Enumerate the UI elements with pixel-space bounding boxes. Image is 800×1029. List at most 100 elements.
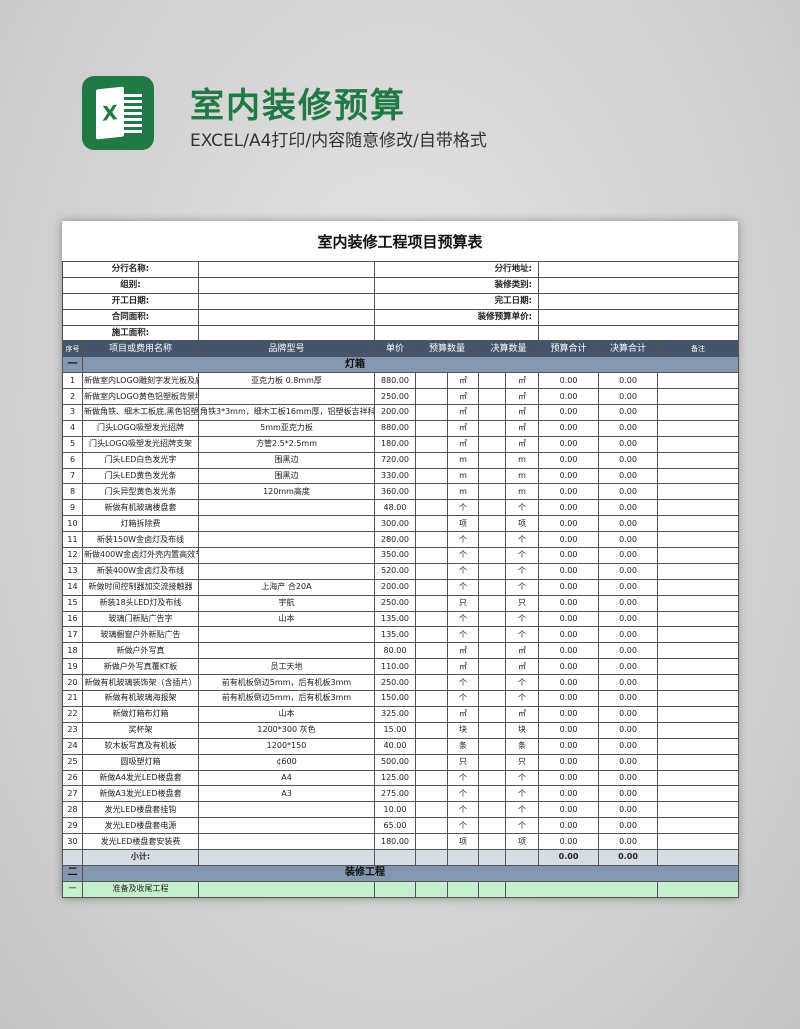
- final-qty-input[interactable]: [478, 610, 506, 628]
- budget-qty-input[interactable]: [415, 594, 448, 612]
- final-qty-input[interactable]: [478, 817, 506, 835]
- budget-qty-input[interactable]: [415, 721, 448, 739]
- note-cell[interactable]: [657, 626, 740, 644]
- note-cell[interactable]: [657, 578, 740, 596]
- note-cell[interactable]: [657, 499, 740, 517]
- final-qty-input[interactable]: [478, 721, 506, 739]
- final-qty-input[interactable]: [478, 372, 506, 390]
- note-cell[interactable]: [657, 801, 740, 819]
- note-cell[interactable]: [657, 419, 740, 437]
- info-value-cell[interactable]: [198, 308, 375, 326]
- budget-qty-input[interactable]: [415, 531, 448, 549]
- note-cell[interactable]: [657, 404, 740, 421]
- budget-qty-input[interactable]: [415, 499, 448, 517]
- budget-qty-input[interactable]: [415, 674, 448, 692]
- budget-qty-input[interactable]: [415, 785, 448, 803]
- final-qty-input[interactable]: [478, 594, 506, 612]
- final-qty-input[interactable]: [478, 388, 506, 406]
- final-qty-input[interactable]: [478, 737, 506, 755]
- final-qty-input[interactable]: [478, 785, 506, 803]
- budget-qty-input[interactable]: [415, 642, 448, 660]
- budget-qty-input[interactable]: [415, 372, 448, 390]
- final-qty-input[interactable]: [478, 801, 506, 819]
- budget-qty-input[interactable]: [415, 753, 448, 771]
- note-cell[interactable]: [657, 594, 740, 612]
- final-qty-input[interactable]: [478, 626, 506, 644]
- final-qty-input[interactable]: [478, 690, 506, 707]
- budget-qty-input[interactable]: [415, 801, 448, 819]
- final-qty-input[interactable]: [478, 531, 506, 549]
- budget-qty-input[interactable]: [415, 388, 448, 406]
- final-qty-input[interactable]: [478, 467, 506, 485]
- budget-qty-input[interactable]: [415, 562, 448, 580]
- info-value-cell[interactable]: [198, 292, 375, 310]
- budget-qty-input[interactable]: [415, 705, 448, 723]
- budget-qty-input[interactable]: [415, 435, 448, 453]
- note-cell[interactable]: [657, 785, 740, 803]
- final-qty-input[interactable]: [478, 435, 506, 453]
- info-value-cell[interactable]: [198, 276, 375, 294]
- budget-qty-input[interactable]: [415, 626, 448, 644]
- note-cell[interactable]: [657, 435, 740, 453]
- budget-qty-input[interactable]: [415, 769, 448, 787]
- note-cell[interactable]: [657, 531, 740, 549]
- final-qty-input[interactable]: [478, 769, 506, 787]
- final-qty-input[interactable]: [478, 419, 506, 437]
- budget-qty-input[interactable]: [415, 483, 448, 501]
- budget-qty-input[interactable]: [415, 547, 448, 564]
- budget-qty-input[interactable]: [415, 737, 448, 755]
- note-cell[interactable]: [657, 451, 740, 469]
- budget-qty-input[interactable]: [415, 817, 448, 835]
- info-value-cell[interactable]: [538, 261, 740, 278]
- final-qty-input[interactable]: [478, 404, 506, 421]
- note-cell[interactable]: [657, 690, 740, 707]
- note-cell[interactable]: [657, 372, 740, 390]
- info-value-cell[interactable]: [538, 276, 740, 294]
- note-cell[interactable]: [657, 483, 740, 501]
- note-cell[interactable]: [657, 388, 740, 406]
- note-cell[interactable]: [657, 817, 740, 835]
- final-qty-input[interactable]: [478, 515, 506, 533]
- budget-qty-input[interactable]: [415, 658, 448, 676]
- note-cell[interactable]: [657, 467, 740, 485]
- budget-qty-input[interactable]: [415, 467, 448, 485]
- final-qty-input[interactable]: [478, 658, 506, 676]
- note-cell[interactable]: [657, 642, 740, 660]
- info-value-cell[interactable]: [538, 324, 740, 342]
- budget-qty-input[interactable]: [415, 451, 448, 469]
- budget-qty-input[interactable]: [415, 833, 448, 850]
- final-qty-input[interactable]: [478, 483, 506, 501]
- final-qty-input[interactable]: [478, 562, 506, 580]
- note-cell[interactable]: [657, 515, 740, 533]
- note-cell[interactable]: [657, 658, 740, 676]
- final-qty-input[interactable]: [478, 833, 506, 850]
- final-qty-input[interactable]: [478, 578, 506, 596]
- final-qty-input[interactable]: [478, 674, 506, 692]
- final-qty-input[interactable]: [478, 451, 506, 469]
- note-cell[interactable]: [657, 721, 740, 739]
- info-value-cell[interactable]: [538, 292, 740, 310]
- final-qty-input[interactable]: [478, 642, 506, 660]
- budget-qty-input[interactable]: [415, 610, 448, 628]
- budget-qty-input[interactable]: [415, 690, 448, 707]
- note-cell[interactable]: [657, 705, 740, 723]
- note-cell[interactable]: [657, 753, 740, 771]
- note-cell[interactable]: [657, 674, 740, 692]
- note-cell[interactable]: [657, 547, 740, 564]
- note-cell[interactable]: [657, 769, 740, 787]
- final-qty-input[interactable]: [478, 499, 506, 517]
- budget-qty-input[interactable]: [415, 515, 448, 533]
- info-value-cell[interactable]: [198, 261, 375, 278]
- note-cell[interactable]: [657, 610, 740, 628]
- final-qty-input[interactable]: [478, 705, 506, 723]
- final-qty-input[interactable]: [478, 547, 506, 564]
- info-value-cell[interactable]: [538, 308, 740, 326]
- final-qty-input[interactable]: [478, 753, 506, 771]
- budget-qty-input[interactable]: [415, 419, 448, 437]
- note-cell[interactable]: [657, 833, 740, 850]
- note-cell[interactable]: [657, 562, 740, 580]
- budget-qty-input[interactable]: [415, 578, 448, 596]
- budget-qty-input[interactable]: [415, 404, 448, 421]
- info-value-cell[interactable]: [198, 324, 375, 342]
- note-cell[interactable]: [657, 737, 740, 755]
